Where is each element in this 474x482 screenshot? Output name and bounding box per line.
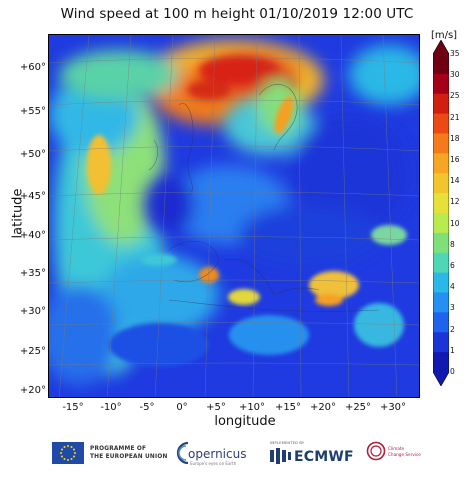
colorbar-tick-label: 0: [450, 367, 455, 376]
wind-field-svg: [49, 35, 419, 397]
lon-tick-20: +20°: [309, 402, 337, 413]
colorbar-band: [433, 133, 449, 154]
continental-field: [144, 77, 409, 265]
eu-flag-logo: [52, 442, 84, 464]
lon-tick-0: 0°: [176, 402, 188, 413]
colorbar-tick-label: 10: [450, 218, 460, 228]
y-axis-label: latitude: [10, 188, 26, 239]
colorbar-band: [433, 153, 449, 174]
colorbar-band: [433, 312, 449, 333]
colorbar-tick-label: 14: [450, 176, 460, 186]
eu-programme-text: PROGRAMME OF THE EUROPEAN UNION: [90, 445, 168, 461]
ecmwf-implemented-text: IMPLEMENTED BY: [270, 441, 305, 445]
lat-tick-60: +60°: [19, 62, 46, 73]
colorbar-band: [433, 73, 449, 95]
colorbar-band: [433, 113, 449, 134]
colorbar-tick-label: 2: [450, 324, 455, 334]
wind-speed-map: [48, 34, 420, 398]
lon-tick-10: +10°: [238, 402, 266, 413]
lat-tick-45: +45°: [19, 191, 46, 202]
copernicus-logo-text: opernicus: [188, 447, 247, 461]
colorbar-tick-label: 1: [450, 345, 455, 355]
ecmwf-mark-icon: [270, 448, 291, 464]
colorbar-min-extend: [433, 372, 449, 386]
colorbar-band: [433, 332, 449, 353]
colorbar-band: [433, 292, 449, 313]
chart-title: Wind speed at 100 m height 01/10/2019 12…: [60, 6, 414, 22]
colorbar-band: [433, 193, 449, 214]
copernicus-tagline: Europe's eyes on Earth: [190, 461, 237, 466]
c3s-line-2: Change Service: [388, 452, 421, 457]
lat-tick-40: +40°: [19, 230, 46, 241]
lat-tick-55: +55°: [19, 106, 46, 117]
lon-tick-5: +5°: [206, 402, 226, 413]
lat-tick-35: +35°: [19, 268, 46, 279]
lat-tick-30: +30°: [19, 306, 46, 317]
lat-tick-50: +50°: [19, 149, 46, 160]
colorbar-band: [433, 213, 449, 234]
c3s-text: Climate Change Service: [388, 446, 421, 458]
colorbar-tick-label: 16: [450, 155, 460, 164]
colorbar-tick-label: 35: [450, 49, 460, 58]
colorbar-tick-label: 3: [450, 303, 455, 313]
copernicus-c-icon: [176, 441, 189, 465]
colorbar-band: [433, 173, 449, 194]
colorbar-tick-label: 4: [450, 282, 455, 292]
colorbar-band: [433, 93, 449, 115]
lon-tick-m5: -5°: [139, 402, 155, 413]
c3s-line-1: Climate: [388, 446, 405, 451]
x-axis-label: longitude: [214, 414, 276, 429]
colorbar-tick-label: 18: [450, 133, 460, 143]
colorbar-tick-label: 30: [450, 70, 460, 80]
lon-tick-15: +15°: [274, 402, 302, 413]
lon-tick-25: +25°: [344, 402, 372, 413]
lat-tick-25: +25°: [19, 346, 46, 357]
colorbar-band: [433, 54, 449, 75]
colorbar-tick-label: 6: [450, 261, 455, 270]
colorbar-tick-label: 12: [450, 197, 460, 207]
colorbar-tick-label: 21: [450, 112, 460, 122]
colorbar-tick-label: 25: [450, 91, 460, 101]
ecmwf-logo-text: ECMWF: [294, 449, 354, 465]
colorbar-band: [433, 252, 449, 274]
eu-line-1: PROGRAMME OF: [90, 446, 147, 452]
colorbar-max-extend: [433, 40, 449, 54]
regional-highlights: [87, 96, 407, 367]
graticule: [49, 35, 419, 397]
colorbar: [433, 40, 449, 386]
eu-line-2: THE EUROPEAN UNION: [90, 454, 168, 460]
colorbar-band: [433, 232, 449, 254]
c3s-logo-icon: [366, 441, 386, 461]
colorbar-band: [433, 352, 449, 373]
colorbar-tick-label: 8: [450, 239, 455, 249]
lat-tick-20: +20°: [19, 385, 46, 396]
lon-tick-30: +30°: [379, 402, 407, 413]
lon-tick-m15: -15°: [62, 402, 84, 413]
colorbar-band: [433, 272, 449, 293]
colorbar-unit: [m/s]: [430, 30, 458, 41]
lon-tick-m10: -10°: [100, 402, 122, 413]
